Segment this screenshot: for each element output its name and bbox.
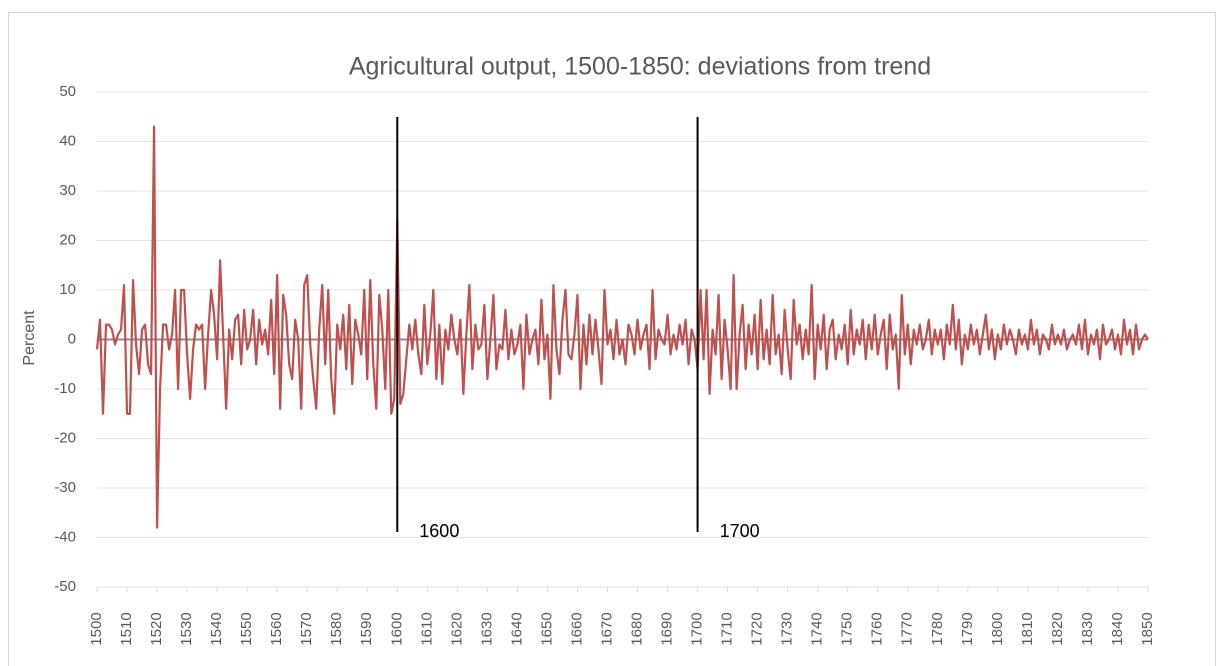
x-tick-label: 1710 [719,612,736,645]
x-tick-label: 1790 [959,612,976,645]
x-tick-label: 1850 [1139,612,1156,645]
x-tick-label: 1760 [869,612,886,645]
data-line [95,125,1149,529]
x-tick-label: 1690 [659,612,676,645]
x-tick-label: 1660 [568,612,585,645]
x-tick-label: 1750 [839,612,856,645]
y-tick-label: -50 [54,578,76,595]
y-tick-label: 10 [59,281,76,298]
x-tick-label: 1800 [989,612,1006,645]
x-tick-label: 1610 [418,612,435,645]
x-tick-label: 1520 [148,612,165,645]
x-tick-label: 1540 [208,612,225,645]
y-tick-label: 0 [68,330,76,347]
y-tick-label: 20 [59,231,76,248]
x-tick-label: 1740 [809,612,826,645]
y-axis-label: Percent [21,310,38,366]
reference-label: 1600 [419,521,459,541]
y-tick-label: 30 [59,182,76,199]
x-tick-label: 1830 [1079,612,1096,645]
y-tick-label: 50 [59,83,76,100]
x-tick-label: 1650 [538,612,555,645]
y-tick-label: -10 [54,380,76,397]
x-tick-label: 1780 [929,612,946,645]
y-tick-label: -40 [54,528,76,545]
x-tick-label: 1730 [779,612,796,645]
x-tick-label: 1630 [478,612,495,645]
x-tick-label: 1620 [448,612,465,645]
x-tick-label: 1600 [388,612,405,645]
x-tick-label: 1510 [118,612,135,645]
x-tick-label: 1680 [628,612,645,645]
y-tick-label: -30 [54,479,76,496]
y-tick-label: -20 [54,429,76,446]
y-tick-label: 40 [59,132,76,149]
x-tick-label: 1500 [88,612,105,645]
x-tick-label: 1670 [598,612,615,645]
x-tick-label: 1570 [298,612,315,645]
x-tick-label: 1820 [1049,612,1066,645]
reference-label: 1700 [720,521,760,541]
x-tick-label: 1550 [238,612,255,645]
x-tick-label: 1770 [899,612,916,645]
x-tick-label: 1720 [749,612,766,645]
x-tick-label: 1560 [268,612,285,645]
x-tick-label: 1810 [1019,612,1036,645]
x-tick-label: 1700 [689,612,706,645]
x-tick-label: 1580 [328,612,345,645]
x-tick-label: 1640 [508,612,525,645]
x-tick-label: 1840 [1109,612,1126,645]
chart-title: Agricultural output, 1500-1850: deviatio… [349,53,931,81]
x-tick-label: 1530 [178,612,195,645]
x-tick-label: 1590 [358,612,375,645]
